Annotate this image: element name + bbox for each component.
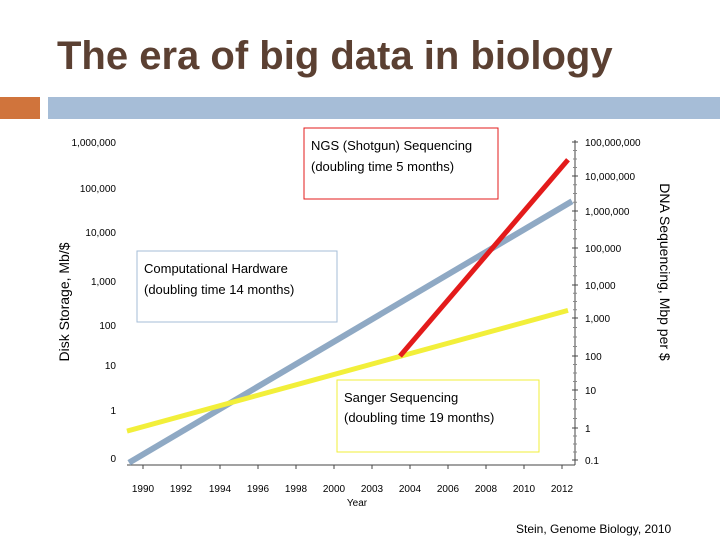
annotation-hardware-line1: Computational Hardware (144, 261, 288, 276)
x-tick-label: 2008 (475, 484, 498, 495)
annotation-ngs: NGS (Shotgun) Sequencing (doubling time … (303, 127, 499, 200)
y-left-tick-label: 1,000 (91, 277, 116, 288)
y-right-tick-label: 100,000,000 (585, 138, 641, 149)
x-tick-label: 2010 (513, 484, 536, 495)
y-right-tick-label: 1,000,000 (585, 207, 630, 218)
y-left-tick-label: 0 (110, 454, 116, 465)
y-left-tick-label: 1 (110, 406, 116, 417)
accent-bar-blue (48, 97, 720, 119)
x-tick-label: 1994 (209, 484, 232, 495)
annotation-ngs-line2: (doubling time 5 months) (311, 159, 454, 174)
x-tick-label: 1992 (170, 484, 193, 495)
slide-title: The era of big data in biology (57, 34, 613, 78)
y-right-tick-label: 10 (585, 386, 597, 397)
y-right-tick-label: 1 (585, 424, 591, 435)
y-right-tick-label: 1,000 (585, 314, 610, 325)
x-tick-label: 2000 (323, 484, 346, 495)
y-right-tick-label: 100,000 (585, 244, 622, 255)
annotation-sanger-line1: Sanger Sequencing (344, 390, 458, 405)
annotation-sanger-line2: (doubling time 19 months) (344, 410, 494, 425)
annotation-hardware-line2: (doubling time 14 months) (144, 282, 294, 297)
accent-bar-orange (0, 97, 40, 119)
citation: Stein, Genome Biology, 2010 (516, 522, 672, 536)
y-left-tick-label: 10,000 (85, 228, 116, 239)
y-left-tick-label: 100,000 (80, 184, 117, 195)
y-axis-left-label: Disk Storage, Mb/$ (56, 242, 72, 361)
x-tick-label: 1998 (285, 484, 308, 495)
x-tick-label: 2006 (437, 484, 460, 495)
series-line-ngs-sequencing (398, 158, 570, 358)
y-left-tick-label: 1,000,000 (72, 138, 117, 149)
y-right-tick-label: 10,000,000 (585, 172, 635, 183)
series-line-sanger-sequencing (126, 307, 569, 434)
y-right-tick-label: 100 (585, 352, 602, 363)
x-tick-label: 2012 (551, 484, 574, 495)
y-right-tick-label: 0.1 (585, 456, 599, 467)
x-tick-label: 1990 (132, 484, 155, 495)
y-right-tick-label: 10,000 (585, 281, 616, 292)
annotation-hardware: Computational Hardware (doubling time 14… (136, 250, 338, 323)
x-tick-label: 2003 (361, 484, 384, 495)
annotation-sanger: Sanger Sequencing (doubling time 19 mont… (336, 379, 540, 453)
y-left-tick-label: 10 (105, 361, 117, 372)
y-left-tick-label: 100 (99, 321, 116, 332)
x-tick-label: 1996 (247, 484, 270, 495)
x-axis-label: Year (347, 498, 368, 509)
annotation-ngs-line1: NGS (Shotgun) Sequencing (311, 138, 472, 153)
x-tick-label: 2004 (399, 484, 422, 495)
y-axis-right-label: DNA Sequencing, Mbp per $ (657, 183, 673, 361)
